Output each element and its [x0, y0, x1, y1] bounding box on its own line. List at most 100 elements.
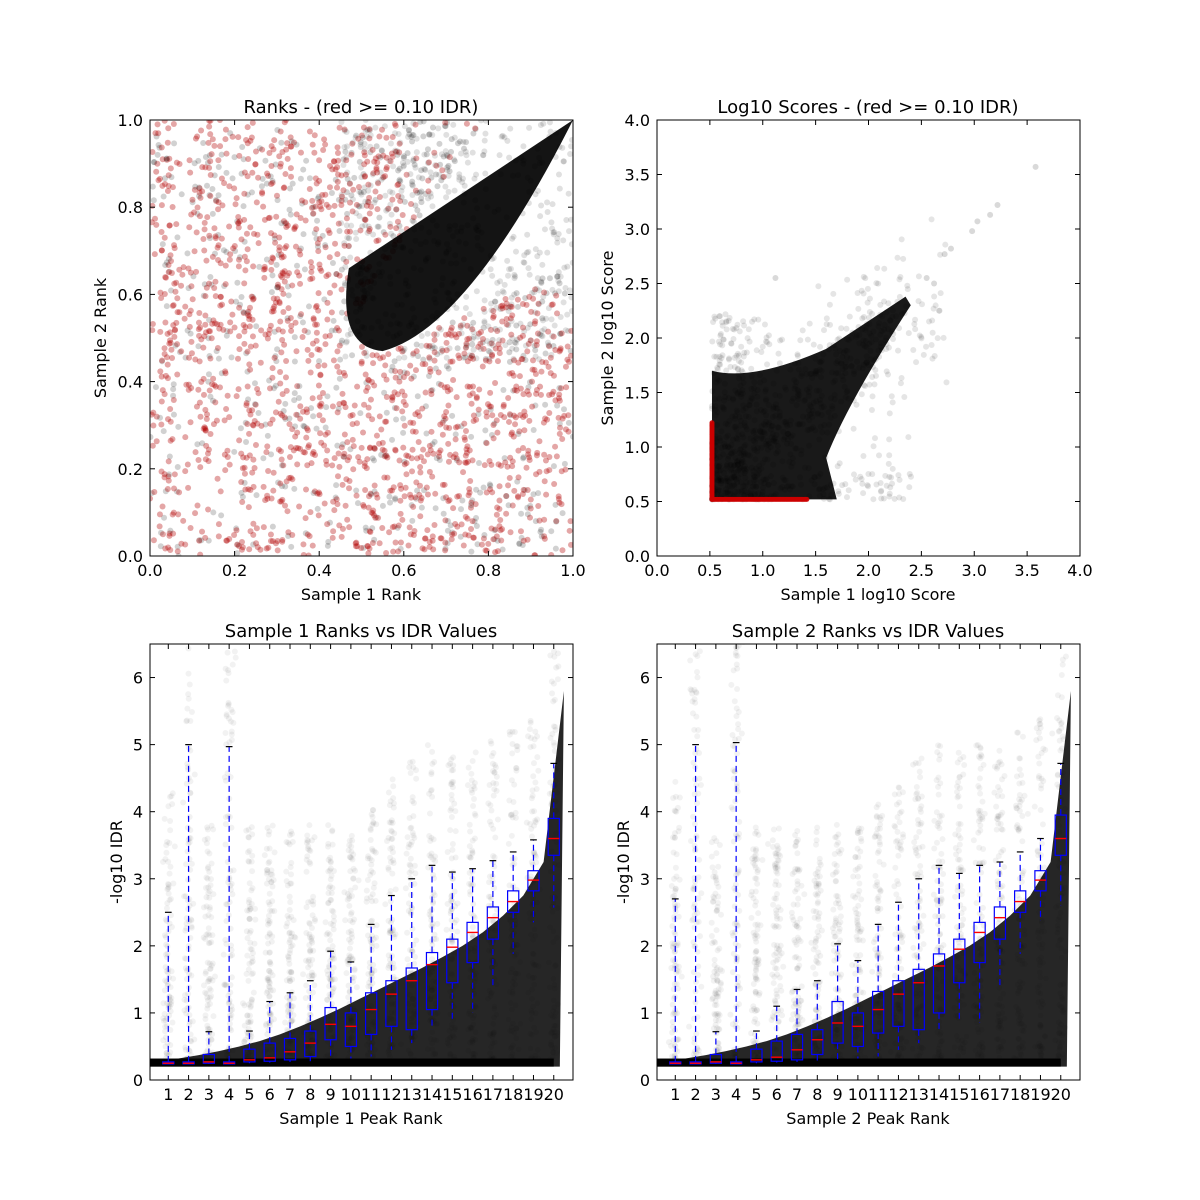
- data-point: [207, 975, 214, 982]
- data-point: [387, 499, 394, 506]
- data-point: [207, 882, 214, 889]
- data-point: [226, 999, 233, 1006]
- data-point: [541, 226, 548, 233]
- data-point: [244, 140, 251, 147]
- data-point: [356, 203, 363, 210]
- data-point: [463, 344, 470, 351]
- data-point: [347, 868, 354, 875]
- data-point: [160, 1017, 167, 1024]
- data-point: [287, 474, 294, 481]
- data-point: [481, 297, 488, 304]
- data-point: [359, 264, 366, 271]
- data-point: [288, 1018, 295, 1025]
- data-point: [464, 159, 471, 166]
- data-point: [326, 254, 333, 261]
- data-point: [532, 246, 539, 253]
- data-point: [316, 402, 323, 409]
- data-point: [167, 257, 174, 264]
- data-point: [192, 510, 199, 517]
- data-point: [782, 418, 789, 425]
- data-point: [164, 1039, 171, 1046]
- data-point: [805, 392, 812, 399]
- data-point: [788, 483, 795, 490]
- data-point: [878, 495, 885, 502]
- data-point: [372, 124, 379, 131]
- data-point: [285, 839, 292, 846]
- data-point: [271, 232, 278, 239]
- data-point: [405, 453, 412, 460]
- data-point: [818, 392, 825, 399]
- data-point: [529, 290, 536, 297]
- data-point: [479, 268, 486, 275]
- data-point: [236, 152, 243, 159]
- data-point: [246, 907, 253, 914]
- data-point: [826, 495, 833, 502]
- data-point: [245, 396, 252, 403]
- data-point: [311, 149, 318, 156]
- data-point: [394, 218, 401, 225]
- data-point: [316, 412, 323, 419]
- data-point: [358, 277, 365, 284]
- data-point: [520, 391, 527, 398]
- data-point: [512, 421, 519, 428]
- data-point: [511, 357, 518, 364]
- data-point: [389, 776, 396, 783]
- data-point: [538, 332, 545, 339]
- data-point: [168, 174, 175, 181]
- data-point: [511, 387, 518, 394]
- data-point: [355, 135, 362, 142]
- data-point: [556, 348, 563, 355]
- data-point: [540, 120, 547, 127]
- data-point: [502, 459, 509, 466]
- data-point: [323, 457, 330, 464]
- data-point: [568, 216, 573, 223]
- data-point: [431, 345, 438, 352]
- data-point: [854, 358, 861, 365]
- data-point: [444, 540, 451, 547]
- data-point: [431, 238, 438, 245]
- data-point: [168, 998, 175, 1005]
- data-point: [506, 474, 513, 481]
- data-point: [433, 315, 440, 322]
- data-point: [388, 230, 395, 237]
- data-point: [725, 453, 732, 460]
- data-point: [314, 195, 321, 202]
- data-point: [540, 419, 547, 426]
- data-point: [231, 324, 238, 331]
- data-point: [441, 481, 448, 488]
- data-point: [224, 859, 231, 866]
- data-point: [308, 269, 315, 276]
- data-point: [318, 206, 325, 213]
- data-point: [423, 317, 430, 324]
- data-point: [170, 120, 177, 127]
- data-point: [811, 481, 818, 488]
- data-point: [438, 177, 445, 184]
- data-point: [310, 449, 317, 456]
- data-point: [487, 252, 494, 259]
- data-point: [309, 450, 316, 457]
- data-point: [334, 184, 341, 191]
- data-point: [377, 355, 384, 362]
- data-point: [399, 388, 406, 395]
- data-point: [414, 487, 421, 494]
- data-point: [360, 544, 367, 551]
- data-point: [453, 305, 460, 312]
- data-point: [311, 916, 318, 923]
- data-point: [219, 301, 226, 308]
- y-tick-label: 0.8: [118, 198, 143, 217]
- data-point: [361, 216, 368, 223]
- data-point: [551, 480, 558, 487]
- data-point: [272, 161, 279, 168]
- data-point: [361, 184, 368, 191]
- data-point: [570, 433, 573, 440]
- data-point: [794, 351, 801, 358]
- data-point: [353, 487, 360, 494]
- data-point: [805, 465, 812, 472]
- data-point: [231, 648, 238, 655]
- data-point: [246, 304, 253, 311]
- data-point: [277, 160, 284, 167]
- data-point: [716, 361, 723, 368]
- data-point: [238, 479, 245, 486]
- data-point: [761, 321, 768, 328]
